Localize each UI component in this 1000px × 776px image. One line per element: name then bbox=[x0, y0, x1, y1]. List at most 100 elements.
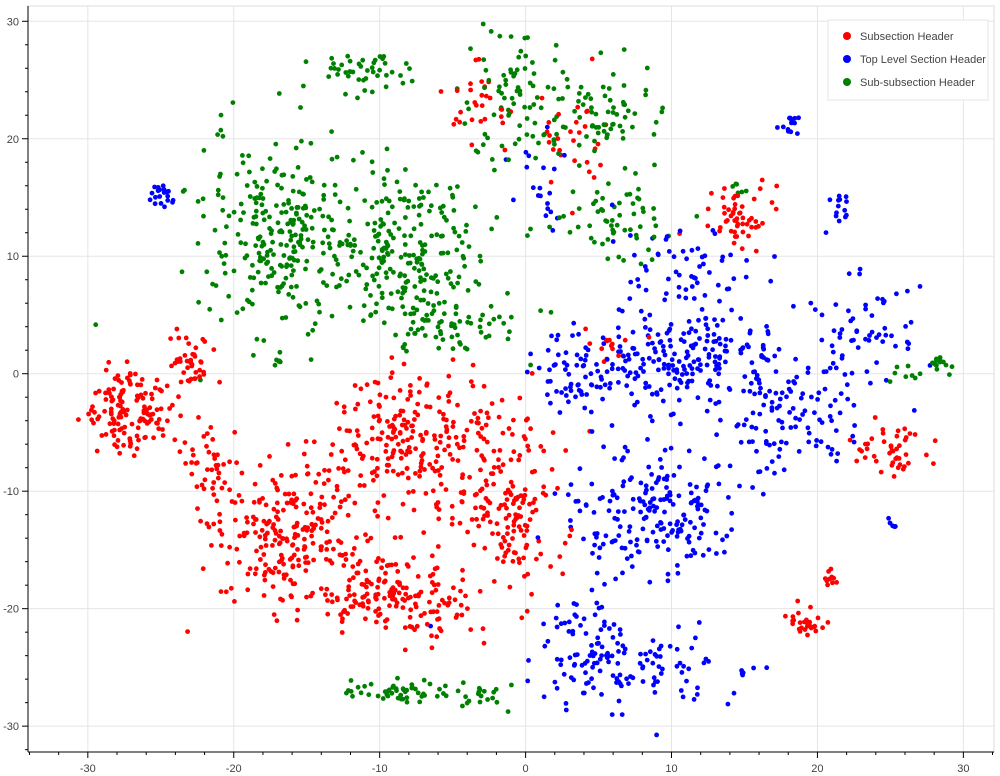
y-tick-label: -30 bbox=[3, 721, 19, 733]
scatter-point-subsection-header bbox=[616, 353, 621, 359]
scatter-point-sub-subsection-header bbox=[230, 100, 236, 105]
scatter-point-sub-subsection-header bbox=[651, 234, 657, 240]
scatter-point-subsection-header bbox=[417, 473, 422, 479]
scatter-point-subsection-header bbox=[567, 533, 573, 539]
scatter-point-sub-subsection-header bbox=[531, 71, 537, 76]
scatter-point-top-level-section-header bbox=[866, 338, 872, 343]
scatter-point-top-level-section-header bbox=[830, 349, 836, 355]
scatter-point-top-level-section-header bbox=[675, 570, 681, 576]
scatter-point-subsection-header bbox=[141, 408, 147, 414]
scatter-point-sub-subsection-header bbox=[516, 136, 522, 142]
scatter-point-top-level-section-header bbox=[554, 624, 560, 630]
scatter-point-subsection-header bbox=[265, 530, 270, 536]
scatter-point-top-level-section-header bbox=[653, 538, 659, 544]
scatter-point-sub-subsection-header bbox=[231, 268, 237, 274]
scatter-point-sub-subsection-header bbox=[370, 170, 376, 175]
scatter-point-sub-subsection-header bbox=[263, 280, 268, 286]
scatter-point-sub-subsection-header bbox=[534, 95, 540, 100]
scatter-point-subsection-header bbox=[382, 595, 387, 601]
scatter-point-subsection-header bbox=[215, 475, 221, 481]
scatter-point-subsection-header bbox=[461, 438, 467, 444]
scatter-point-subsection-header bbox=[416, 592, 422, 597]
scatter-point-sub-subsection-header bbox=[414, 295, 420, 301]
scatter-point-subsection-header bbox=[109, 428, 115, 434]
scatter-point-sub-subsection-header bbox=[305, 331, 311, 337]
scatter-point-sub-subsection-header bbox=[312, 321, 318, 327]
scatter-point-sub-subsection-header bbox=[477, 699, 483, 705]
scatter-point-subsection-header bbox=[479, 486, 485, 492]
scatter-point-sub-subsection-header bbox=[375, 73, 380, 79]
scatter-point-subsection-header bbox=[402, 625, 408, 630]
scatter-point-sub-subsection-header bbox=[389, 690, 395, 696]
scatter-point-top-level-section-header bbox=[686, 448, 692, 454]
scatter-point-sub-subsection-header bbox=[389, 306, 395, 312]
scatter-point-subsection-header bbox=[348, 604, 354, 609]
scatter-point-sub-subsection-header bbox=[622, 102, 628, 108]
scatter-point-top-level-section-header bbox=[839, 327, 845, 332]
scatter-point-subsection-header bbox=[322, 502, 327, 508]
scatter-point-subsection-header bbox=[408, 594, 413, 600]
scatter-point-top-level-section-header bbox=[852, 423, 857, 428]
scatter-point-sub-subsection-header bbox=[343, 91, 348, 97]
scatter-point-sub-subsection-header bbox=[219, 253, 225, 259]
scatter-point-subsection-header bbox=[377, 404, 382, 409]
scatter-point-sub-subsection-header bbox=[527, 105, 533, 110]
scatter-point-top-level-section-header bbox=[526, 658, 531, 663]
scatter-point-top-level-section-header bbox=[589, 429, 595, 434]
scatter-point-top-level-section-header bbox=[776, 454, 782, 459]
scatter-point-subsection-header bbox=[365, 538, 370, 544]
scatter-point-subsection-header bbox=[795, 598, 801, 604]
scatter-point-subsection-header bbox=[457, 445, 462, 451]
scatter-point-sub-subsection-header bbox=[606, 86, 612, 91]
scatter-point-sub-subsection-header bbox=[339, 62, 345, 68]
scatter-point-subsection-header bbox=[253, 566, 259, 572]
scatter-point-top-level-section-header bbox=[640, 526, 646, 532]
scatter-point-sub-subsection-header bbox=[201, 148, 207, 153]
data-points bbox=[76, 21, 955, 738]
scatter-point-subsection-header bbox=[369, 436, 375, 442]
scatter-point-sub-subsection-header bbox=[653, 119, 659, 125]
scatter-point-sub-subsection-header bbox=[435, 324, 441, 330]
scatter-point-subsection-header bbox=[369, 470, 375, 476]
legend-label-sub-subsection-header: Sub-subsection Header bbox=[860, 77, 975, 89]
scatter-point-subsection-header bbox=[197, 374, 203, 380]
scatter-point-top-level-section-header bbox=[602, 382, 608, 388]
scatter-point-subsection-header bbox=[387, 424, 392, 429]
scatter-point-sub-subsection-header bbox=[251, 352, 256, 358]
scatter-point-subsection-header bbox=[262, 536, 268, 542]
scatter-point-subsection-header bbox=[357, 558, 363, 564]
scatter-point-subsection-header bbox=[200, 566, 206, 572]
scatter-point-sub-subsection-header bbox=[304, 258, 310, 264]
scatter-point-subsection-header bbox=[147, 412, 152, 418]
scatter-point-sub-subsection-header bbox=[486, 77, 492, 83]
scatter-point-top-level-section-header bbox=[643, 325, 648, 330]
scatter-point-top-level-section-header bbox=[645, 341, 651, 347]
scatter-point-subsection-header bbox=[293, 497, 298, 503]
scatter-point-subsection-header bbox=[458, 588, 463, 594]
scatter-point-top-level-section-header bbox=[574, 362, 580, 368]
scatter-point-subsection-header bbox=[427, 573, 433, 579]
scatter-point-top-level-section-header bbox=[627, 477, 633, 483]
scatter-point-subsection-header bbox=[458, 602, 464, 608]
scatter-point-sub-subsection-header bbox=[434, 232, 440, 238]
scatter-point-subsection-header bbox=[177, 356, 183, 361]
scatter-point-sub-subsection-header bbox=[403, 252, 408, 257]
scatter-point-sub-subsection-header bbox=[223, 252, 229, 258]
scatter-point-sub-subsection-header bbox=[348, 678, 354, 683]
scatter-point-sub-subsection-header bbox=[476, 281, 482, 287]
scatter-point-subsection-header bbox=[252, 481, 258, 487]
scatter-point-sub-subsection-header bbox=[212, 227, 218, 233]
scatter-point-sub-subsection-header bbox=[633, 171, 638, 176]
scatter-point-sub-subsection-header bbox=[438, 233, 444, 239]
scatter-point-sub-subsection-header bbox=[434, 291, 440, 296]
scatter-point-top-level-section-header bbox=[602, 581, 607, 587]
scatter-point-subsection-header bbox=[339, 619, 345, 625]
scatter-point-top-level-section-header bbox=[598, 384, 603, 390]
scatter-point-subsection-header bbox=[94, 448, 100, 454]
scatter-point-sub-subsection-header bbox=[321, 192, 327, 198]
scatter-point-top-level-section-header bbox=[595, 368, 601, 374]
scatter-point-subsection-header bbox=[427, 404, 433, 410]
scatter-point-subsection-header bbox=[228, 585, 234, 591]
scatter-point-subsection-header bbox=[529, 371, 535, 376]
scatter-point-top-level-section-header bbox=[617, 627, 623, 632]
